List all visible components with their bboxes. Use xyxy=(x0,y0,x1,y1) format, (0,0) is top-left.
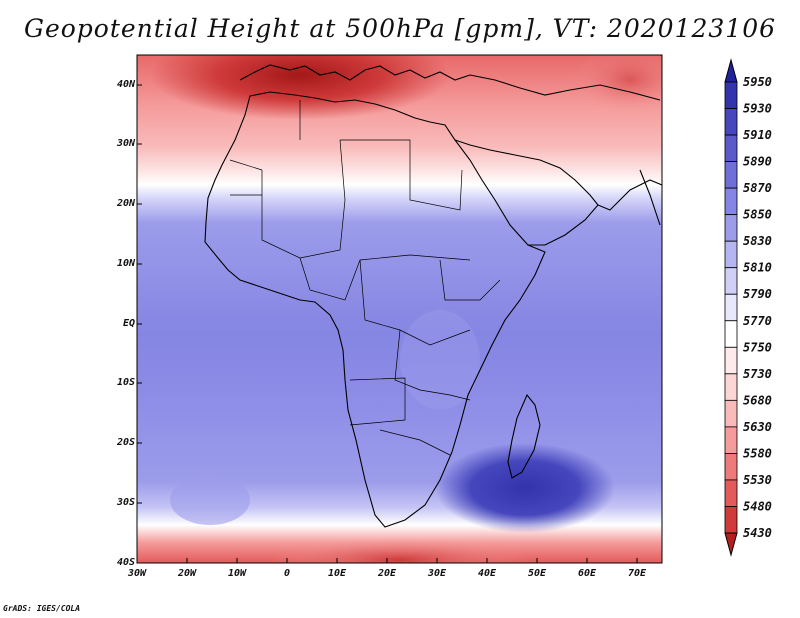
colorbar-label: 5750 xyxy=(743,340,772,354)
lat-label-20n: 20N xyxy=(116,198,135,209)
lon-label-40e: 40E xyxy=(477,568,497,579)
colorbar-label: 5790 xyxy=(743,287,772,301)
lon-label-60e: 60E xyxy=(577,568,597,579)
colorbar-box xyxy=(724,240,738,269)
colorbar-label: 5830 xyxy=(743,234,772,248)
colorbar-box xyxy=(724,187,738,216)
lon-label-10e: 10E xyxy=(327,568,347,579)
colorbar-label: 5480 xyxy=(743,499,772,513)
colorbar-label: 5850 xyxy=(743,208,772,222)
colorbar-label: 5890 xyxy=(743,155,772,169)
lat-label-10n: 10N xyxy=(116,258,135,269)
colorbar-label: 5430 xyxy=(743,526,772,540)
lon-label-30e: 30E xyxy=(427,568,447,579)
colorbar-box xyxy=(724,214,738,242)
map-title: Geopotential Height at 500hPa [gpm], VT:… xyxy=(23,14,777,43)
colorbar-label: 5680 xyxy=(743,393,772,407)
colorbar-label: 5580 xyxy=(743,446,772,460)
country-borders xyxy=(229,100,501,456)
colorbar-box xyxy=(724,134,738,162)
lon-label-50e: 50E xyxy=(527,568,547,579)
colorbar-label: 5810 xyxy=(743,261,772,275)
colorbar-box xyxy=(724,346,738,375)
colorbar-box xyxy=(724,506,738,534)
lon-label-10w: 10W xyxy=(227,568,247,579)
lat-label-10s: 10S xyxy=(116,377,135,388)
colorbar-box xyxy=(724,426,738,454)
colorbar-box xyxy=(724,479,738,507)
lon-label-30w: 30W xyxy=(127,568,147,579)
colorbar-max-arrow xyxy=(724,58,738,83)
colorbar-box xyxy=(724,267,738,295)
lon-label-20e: 20E xyxy=(377,568,397,579)
colorbar-label: 5930 xyxy=(743,102,772,116)
colorbar-box xyxy=(724,293,738,322)
lon-label-20w: 20W xyxy=(177,568,197,579)
lat-label-eq: EQ xyxy=(122,318,135,329)
lat-label-30n: 30N xyxy=(116,138,135,149)
footer-credit: GrADS: IGES/COLA xyxy=(3,604,81,613)
height-field xyxy=(137,55,662,563)
coastlines xyxy=(204,64,662,528)
colorbar xyxy=(724,58,738,557)
colorbar-label: 5770 xyxy=(743,314,772,328)
colorbar-box xyxy=(724,373,738,401)
colorbar-label: 5530 xyxy=(743,473,772,487)
lat-label-30s: 30S xyxy=(116,497,135,508)
lat-label-40s: 40S xyxy=(116,557,135,568)
colorbar-labels: 5950 5930 5910 5890 5870 5850 5830 5810 5790 5770… xyxy=(743,75,772,540)
lon-label-70e: 70E xyxy=(627,568,647,579)
axis-ticks xyxy=(137,84,638,563)
colorbar-box xyxy=(724,161,738,189)
colorbar-box xyxy=(724,399,738,428)
colorbar-box xyxy=(724,81,738,109)
colorbar-min-arrow xyxy=(724,532,738,557)
map-frame xyxy=(136,54,663,564)
colorbar-label: 5870 xyxy=(743,181,772,195)
colorbar-box xyxy=(724,320,738,348)
colorbar-box xyxy=(724,453,738,481)
lat-label-20s: 20S xyxy=(116,437,135,448)
colorbar-label: 5950 xyxy=(743,75,772,89)
colorbar-label: 5730 xyxy=(743,367,772,381)
colorbar-label: 5630 xyxy=(743,420,772,434)
lat-label-40n: 40N xyxy=(116,79,135,90)
colorbar-label: 5910 xyxy=(743,128,772,142)
lon-label-0: 0 xyxy=(283,568,291,579)
colorbar-box xyxy=(724,108,738,136)
